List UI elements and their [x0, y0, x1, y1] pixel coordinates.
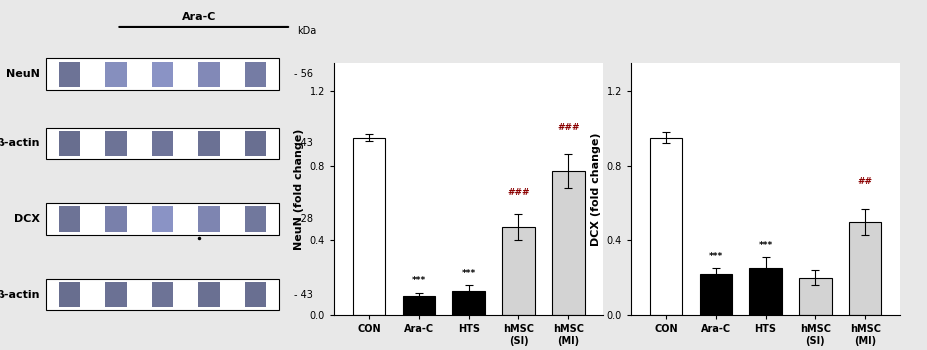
- Text: ***: ***: [461, 269, 476, 278]
- Bar: [552, 171, 584, 315]
- Text: ###: ###: [507, 188, 529, 197]
- Bar: [58, 206, 80, 232]
- Bar: [152, 62, 172, 87]
- Bar: [46, 279, 278, 310]
- Text: ***: ***: [708, 252, 722, 261]
- Bar: [46, 128, 278, 159]
- Text: β-actin: β-actin: [0, 290, 40, 300]
- Bar: [105, 282, 126, 307]
- Y-axis label: NeuN (fold change): NeuN (fold change): [294, 128, 304, 250]
- Text: β-actin: β-actin: [0, 139, 40, 148]
- Bar: [848, 222, 881, 315]
- Bar: [798, 278, 831, 315]
- Text: - 56: - 56: [294, 69, 312, 79]
- Text: NeuN: NeuN: [6, 69, 40, 79]
- Bar: [198, 62, 220, 87]
- Text: - 43: - 43: [294, 139, 312, 148]
- Bar: [152, 131, 172, 156]
- Bar: [452, 291, 484, 315]
- Bar: [198, 206, 220, 232]
- Text: ***: ***: [757, 241, 772, 250]
- Text: ##: ##: [857, 177, 871, 186]
- Y-axis label: DCX (fold change): DCX (fold change): [590, 132, 601, 246]
- Bar: [152, 282, 172, 307]
- Bar: [105, 131, 126, 156]
- Bar: [402, 296, 435, 315]
- Bar: [46, 203, 278, 235]
- Bar: [46, 58, 278, 90]
- Bar: [198, 282, 220, 307]
- Bar: [198, 131, 220, 156]
- Text: Ara-C: Ara-C: [182, 12, 216, 22]
- Bar: [105, 62, 126, 87]
- Bar: [699, 274, 731, 315]
- Bar: [649, 138, 681, 315]
- Bar: [245, 206, 266, 232]
- Bar: [245, 131, 266, 156]
- Bar: [58, 62, 80, 87]
- Text: DCX: DCX: [14, 214, 40, 224]
- Text: - 43: - 43: [294, 290, 312, 300]
- Bar: [58, 282, 80, 307]
- Bar: [152, 206, 172, 232]
- Bar: [58, 131, 80, 156]
- Bar: [502, 227, 534, 315]
- Text: - 28: - 28: [294, 214, 312, 224]
- Bar: [245, 62, 266, 87]
- Bar: [245, 282, 266, 307]
- Text: ###: ###: [556, 123, 579, 132]
- Bar: [352, 138, 385, 315]
- Bar: [749, 268, 781, 315]
- Bar: [105, 206, 126, 232]
- Text: kDa: kDa: [297, 26, 316, 36]
- Text: ***: ***: [412, 276, 425, 285]
